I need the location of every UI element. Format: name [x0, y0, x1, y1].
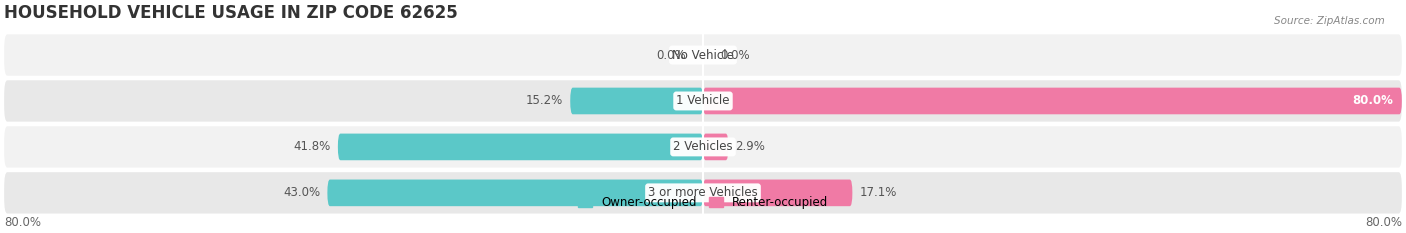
Text: 2.9%: 2.9%: [735, 140, 765, 153]
FancyBboxPatch shape: [703, 180, 852, 206]
FancyBboxPatch shape: [4, 80, 1402, 122]
Text: 41.8%: 41.8%: [294, 140, 330, 153]
Text: 2 Vehicles: 2 Vehicles: [673, 140, 733, 153]
Text: 80.0%: 80.0%: [4, 216, 41, 229]
Text: 3 or more Vehicles: 3 or more Vehicles: [648, 186, 758, 199]
Legend: Owner-occupied, Renter-occupied: Owner-occupied, Renter-occupied: [572, 191, 834, 214]
FancyBboxPatch shape: [703, 88, 1402, 114]
FancyBboxPatch shape: [571, 88, 703, 114]
Text: 17.1%: 17.1%: [859, 186, 897, 199]
Text: 0.0%: 0.0%: [657, 48, 686, 62]
FancyBboxPatch shape: [703, 134, 728, 160]
Text: 43.0%: 43.0%: [283, 186, 321, 199]
Text: Source: ZipAtlas.com: Source: ZipAtlas.com: [1274, 16, 1385, 26]
Text: No Vehicle: No Vehicle: [672, 48, 734, 62]
FancyBboxPatch shape: [328, 180, 703, 206]
FancyBboxPatch shape: [4, 34, 1402, 76]
Text: 80.0%: 80.0%: [1353, 94, 1393, 107]
Text: 80.0%: 80.0%: [1365, 216, 1402, 229]
Text: 1 Vehicle: 1 Vehicle: [676, 94, 730, 107]
Text: HOUSEHOLD VEHICLE USAGE IN ZIP CODE 62625: HOUSEHOLD VEHICLE USAGE IN ZIP CODE 6262…: [4, 4, 458, 22]
FancyBboxPatch shape: [4, 172, 1402, 213]
FancyBboxPatch shape: [4, 126, 1402, 168]
FancyBboxPatch shape: [337, 134, 703, 160]
Text: 15.2%: 15.2%: [526, 94, 564, 107]
Text: 0.0%: 0.0%: [720, 48, 749, 62]
